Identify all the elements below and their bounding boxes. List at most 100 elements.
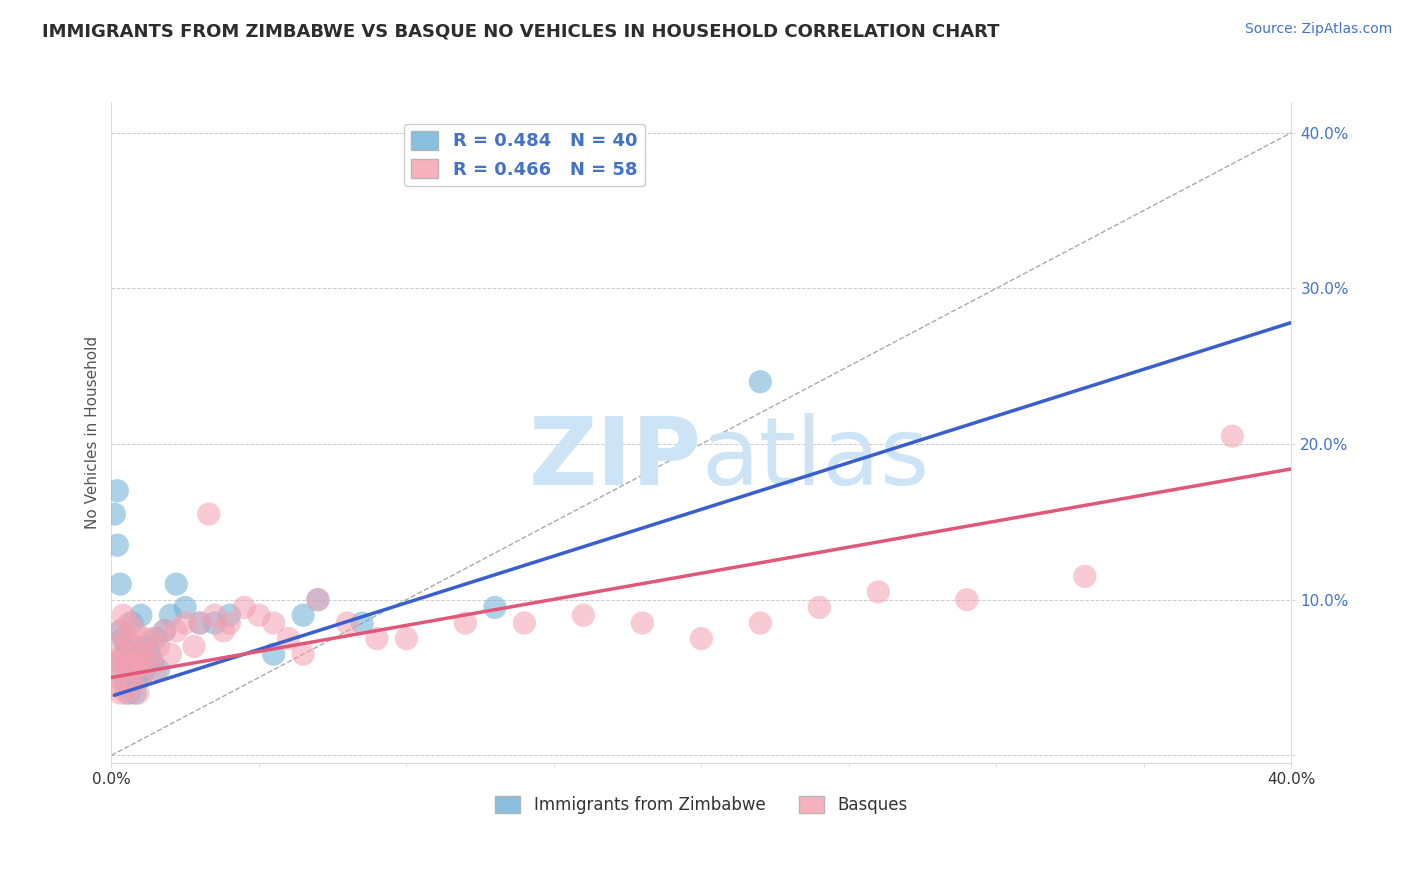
Point: [105, 483, 128, 498]
Point: [118, 615, 141, 630]
Point: [112, 647, 135, 661]
Point: [124, 624, 146, 638]
Point: [110, 577, 132, 591]
Point: [749, 615, 772, 630]
Point: [103, 655, 125, 669]
Point: [145, 632, 167, 646]
Point: [145, 663, 167, 677]
Point: [1220, 429, 1243, 443]
Point: [188, 615, 211, 630]
Point: [159, 608, 181, 623]
Point: [121, 647, 143, 661]
Point: [105, 640, 128, 654]
Point: [127, 686, 149, 700]
Point: [115, 632, 138, 646]
Point: [129, 671, 152, 685]
Point: [115, 663, 138, 677]
Point: [132, 632, 155, 646]
Point: [135, 647, 157, 661]
Text: ZIP: ZIP: [529, 413, 702, 505]
Point: [118, 655, 141, 669]
Text: atlas: atlas: [702, 413, 929, 505]
Point: [263, 615, 285, 630]
Point: [118, 663, 141, 677]
Point: [118, 686, 141, 700]
Point: [115, 686, 138, 700]
Point: [153, 624, 176, 638]
Point: [197, 507, 219, 521]
Point: [121, 615, 143, 630]
Point: [631, 615, 654, 630]
Point: [808, 600, 831, 615]
Point: [204, 615, 226, 630]
Point: [159, 647, 181, 661]
Point: [454, 615, 477, 630]
Point: [115, 647, 138, 661]
Point: [103, 678, 125, 692]
Point: [336, 615, 359, 630]
Point: [105, 538, 128, 552]
Y-axis label: No Vehicles in Household: No Vehicles in Household: [86, 335, 100, 529]
Point: [112, 671, 135, 685]
Point: [307, 592, 329, 607]
Point: [484, 600, 506, 615]
Point: [103, 507, 125, 521]
Text: Source: ZipAtlas.com: Source: ZipAtlas.com: [1244, 22, 1392, 37]
Point: [124, 663, 146, 677]
Point: [105, 671, 128, 685]
Point: [121, 640, 143, 654]
Point: [148, 663, 170, 677]
Point: [165, 577, 187, 591]
Point: [139, 655, 162, 669]
Point: [153, 624, 176, 638]
Point: [513, 615, 536, 630]
Point: [174, 600, 197, 615]
Point: [135, 640, 157, 654]
Point: [127, 647, 149, 661]
Point: [142, 632, 165, 646]
Point: [212, 624, 235, 638]
Point: [110, 655, 132, 669]
Point: [749, 375, 772, 389]
Point: [1074, 569, 1097, 583]
Point: [110, 624, 132, 638]
Point: [127, 640, 149, 654]
Point: [127, 671, 149, 685]
Point: [956, 592, 979, 607]
Point: [139, 647, 162, 661]
Point: [129, 671, 152, 685]
Point: [352, 615, 374, 630]
Point: [132, 663, 155, 677]
Point: [115, 640, 138, 654]
Point: [690, 632, 713, 646]
Point: [263, 647, 285, 661]
Point: [124, 655, 146, 669]
Point: [110, 655, 132, 669]
Point: [165, 624, 187, 638]
Point: [112, 632, 135, 646]
Point: [277, 632, 299, 646]
Point: [121, 678, 143, 692]
Point: [218, 608, 240, 623]
Point: [183, 640, 205, 654]
Point: [110, 686, 132, 700]
Point: [218, 615, 240, 630]
Point: [142, 655, 165, 669]
Point: [110, 624, 132, 638]
Point: [129, 655, 152, 669]
Point: [868, 585, 890, 599]
Point: [112, 608, 135, 623]
Point: [204, 608, 226, 623]
Point: [148, 640, 170, 654]
Point: [395, 632, 418, 646]
Text: IMMIGRANTS FROM ZIMBABWE VS BASQUE NO VEHICLES IN HOUSEHOLD CORRELATION CHART: IMMIGRANTS FROM ZIMBABWE VS BASQUE NO VE…: [42, 22, 1000, 40]
Point: [129, 608, 152, 623]
Point: [124, 686, 146, 700]
Legend: Immigrants from Zimbabwe, Basques: Immigrants from Zimbabwe, Basques: [489, 789, 914, 821]
Point: [572, 608, 595, 623]
Point: [233, 600, 256, 615]
Point: [292, 647, 315, 661]
Point: [307, 592, 329, 607]
Point: [247, 608, 270, 623]
Point: [366, 632, 388, 646]
